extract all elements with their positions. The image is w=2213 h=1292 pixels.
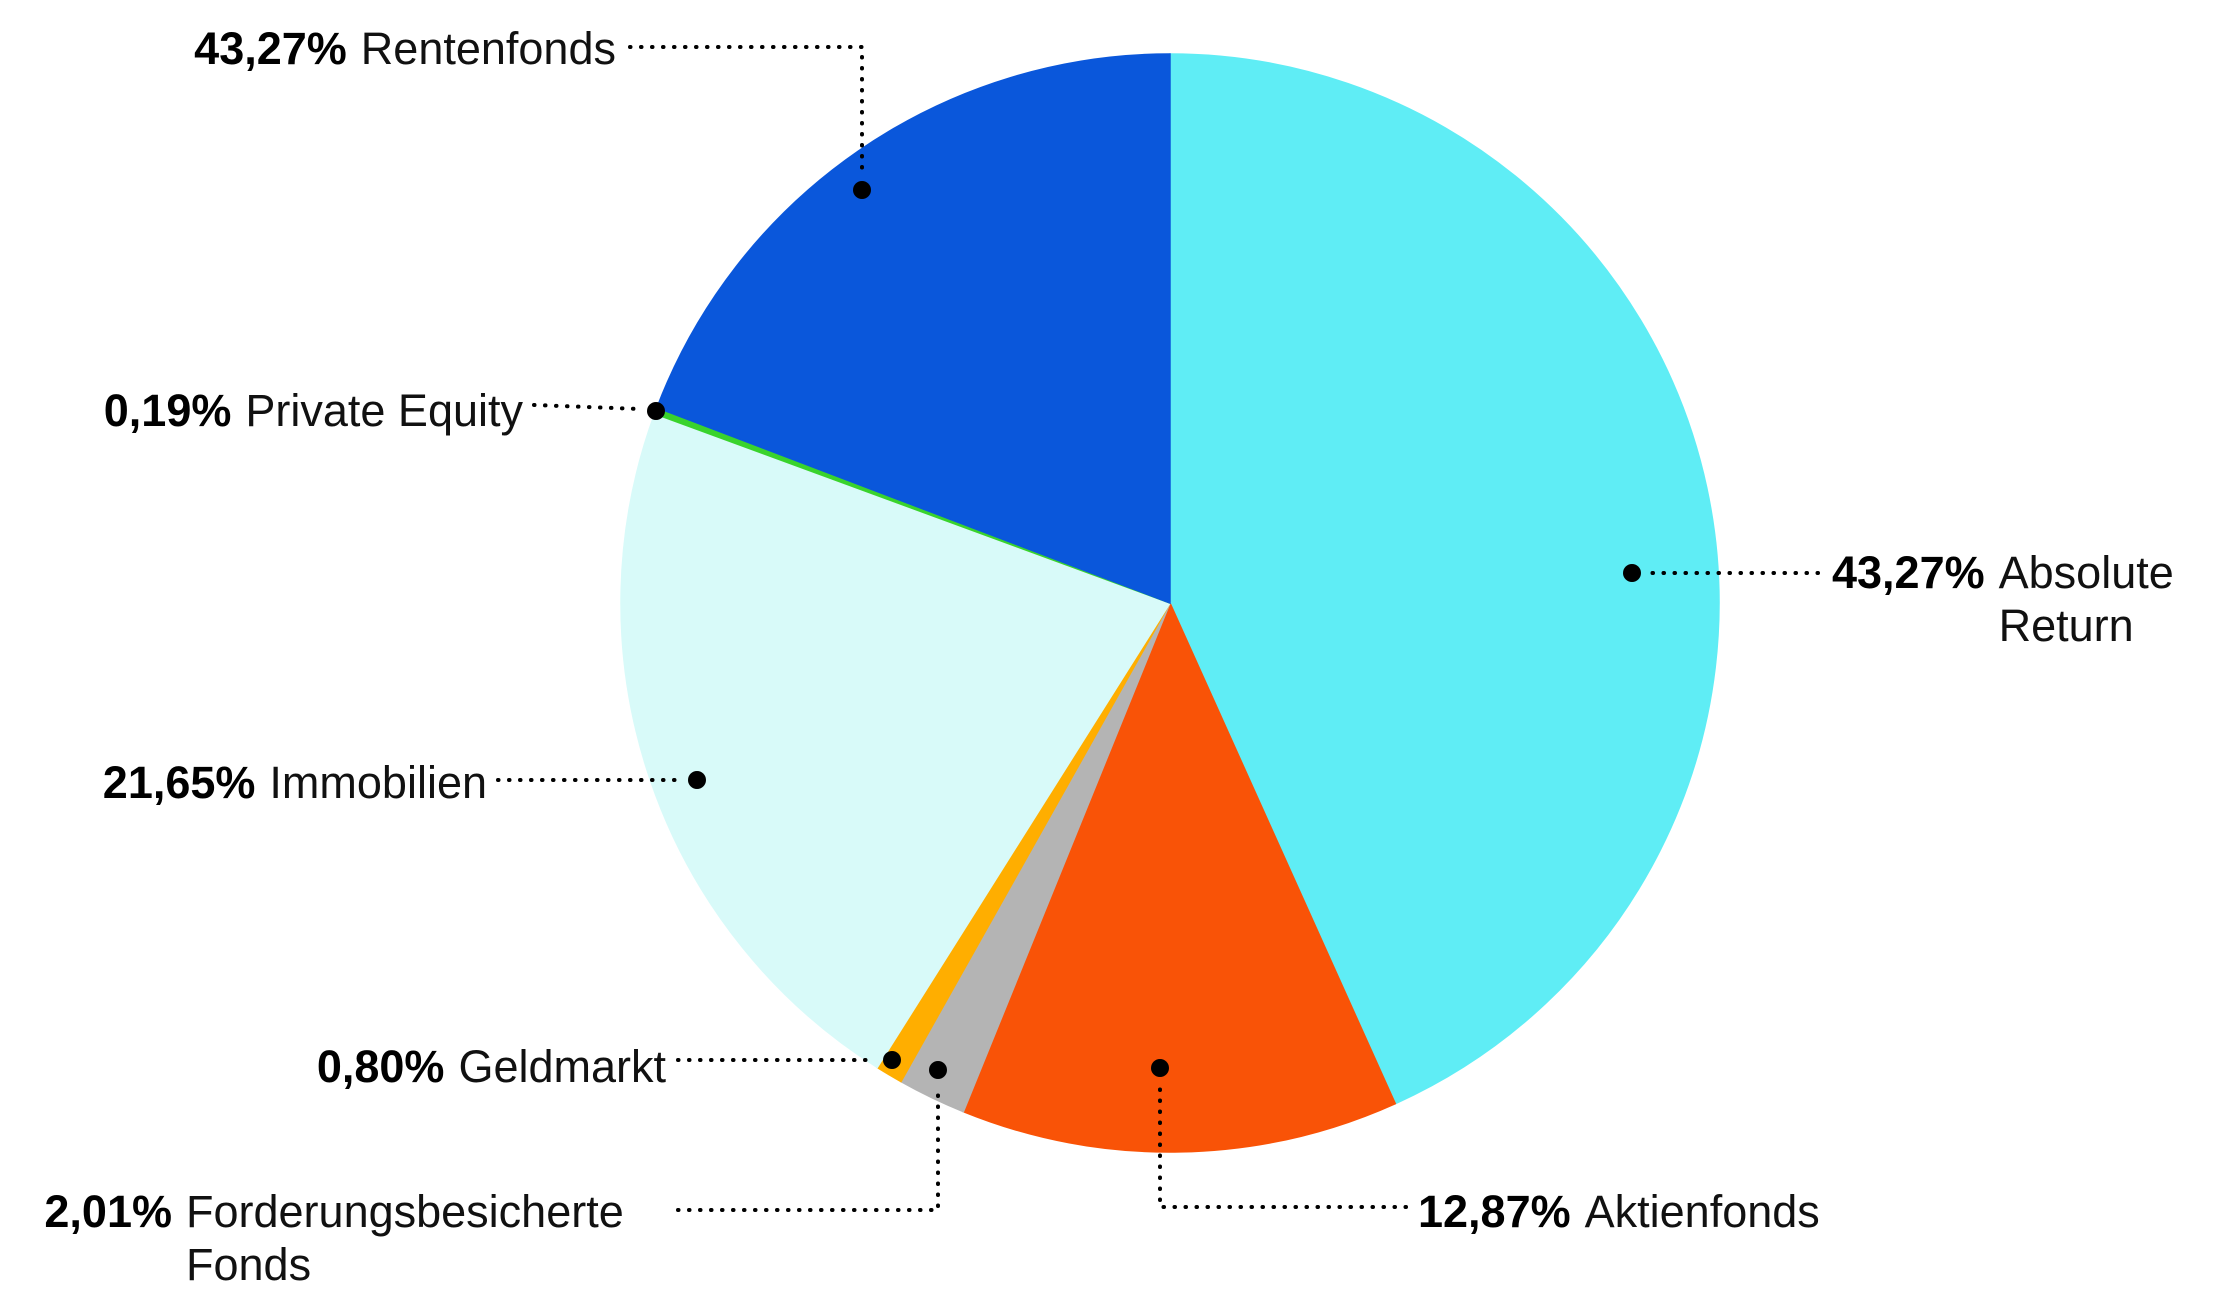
percent-aktienfonds: 12,87% [1418, 1186, 1571, 1237]
label-aktienfonds: 12,87% Aktienfonds [1418, 1185, 1820, 1238]
leader-line-rentenfonds [628, 45, 864, 176]
name-private-equity: Private Equity [245, 385, 523, 436]
leader-line-private-equity [532, 403, 642, 411]
label-rentenfonds: 43,27% Rentenfonds [194, 22, 616, 75]
pie-slice-absolute-return [1169, 53, 1720, 1105]
pie-slices-group [620, 53, 1720, 1153]
leader-line-aktienfonds [1158, 1082, 1408, 1209]
leader-lines-group [496, 45, 1820, 1212]
label-geldmarkt: 0,80% Geldmarkt [317, 1040, 666, 1093]
name-immobilien: Immobilien [269, 757, 487, 808]
anchor-dot-private-equity [647, 402, 665, 420]
percent-absolute-return: 43,27% [1832, 547, 1985, 598]
anchor-dot-rentenfonds [853, 181, 871, 199]
anchor-dot-forderungsbesicherte [929, 1061, 947, 1079]
pie-slice-aktienfonds [962, 601, 1397, 1153]
anchor-dot-absolute-return [1623, 564, 1641, 582]
percent-immobilien: 21,65% [102, 757, 256, 808]
leader-line-forderungsbesicherte [676, 1084, 940, 1212]
anchor-dot-aktienfonds [1151, 1059, 1169, 1077]
label-forderungsbesicherte-fonds: 2,01% Forderungsbesicherte Fonds [44, 1185, 666, 1291]
label-absolute-return: 43,27% Absolute Return [1832, 546, 2213, 652]
percent-forderungsbesicherte-fonds: 2,01% [44, 1186, 172, 1237]
percent-private-equity: 0,19% [103, 385, 232, 436]
name-forderungsbesicherte-fonds: Forderungsbesicherte Fonds [186, 1186, 624, 1291]
anchor-dot-geldmarkt [883, 1051, 901, 1069]
name-absolute-return: Absolute Return [1998, 547, 2174, 652]
name-geldmarkt: Geldmarkt [458, 1041, 666, 1092]
label-immobilien: 21,65% Immobilien [103, 756, 487, 809]
anchor-dot-immobilien [688, 771, 706, 789]
name-aktienfonds: Aktienfonds [1584, 1186, 1820, 1237]
label-private-equity: 0,19% Private Equity [104, 384, 523, 437]
percent-geldmarkt: 0,80% [316, 1041, 445, 1092]
name-rentenfonds: Rentenfonds [360, 23, 616, 74]
pie-slice-rentenfonds [655, 53, 1171, 605]
percent-rentenfonds: 43,27% [194, 23, 347, 74]
